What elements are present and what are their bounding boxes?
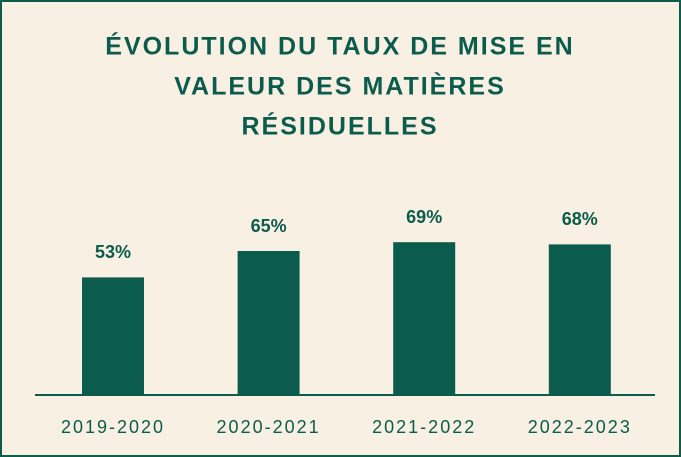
value-label: 53% [95,242,131,262]
chart-title: RÉSIDUELLES [241,112,438,141]
x-tick-label: 2021-2022 [372,417,476,437]
x-tick-label: 2020-2021 [217,417,321,437]
chart-title: ÉVOLUTION DU TAUX DE MISE EN [105,32,574,61]
x-tick-label: 2019-2020 [61,417,165,437]
value-label: 65% [251,216,287,236]
bar [237,251,300,394]
bar [82,277,144,394]
x-tick-label: 2022-2023 [528,417,632,437]
chart-title: VALEUR DES MATIÈRES [174,72,506,101]
value-label: 69% [406,207,442,227]
value-label: 68% [562,209,598,229]
bar [548,244,611,394]
bar [393,242,456,394]
